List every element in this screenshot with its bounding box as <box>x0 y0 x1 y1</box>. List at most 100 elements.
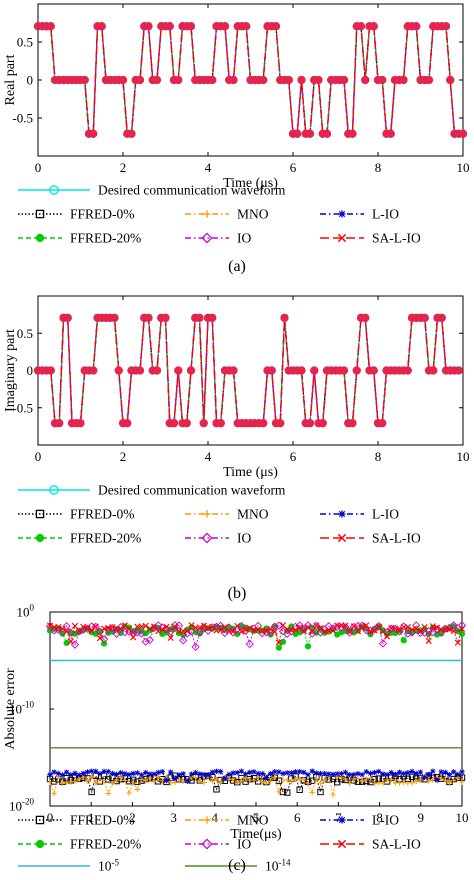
legend-label: FFRED-0% <box>70 813 135 828</box>
point-saio <box>369 22 378 31</box>
error-point <box>429 623 436 630</box>
error-point <box>217 768 224 775</box>
error-point <box>109 780 116 786</box>
error-point <box>105 790 111 797</box>
x-tick-label: 2 <box>120 449 127 464</box>
error-point <box>409 780 415 786</box>
error-point <box>380 771 386 777</box>
point-saio <box>305 419 315 428</box>
error-point <box>247 769 253 776</box>
error-point <box>46 622 54 629</box>
point-saio <box>420 313 429 322</box>
point-saio <box>378 419 387 428</box>
error-point <box>63 628 70 635</box>
point-saio <box>174 75 183 85</box>
legend-label: IO <box>237 837 251 852</box>
x-axis-label: Time (μs) <box>223 465 278 480</box>
point-saio <box>305 129 315 138</box>
point-saio <box>208 313 217 322</box>
error-line <box>49 770 463 783</box>
error-point <box>301 769 307 775</box>
error-point <box>438 769 444 775</box>
y-axis-label: Imaginary part <box>3 329 18 412</box>
error-point <box>317 780 324 786</box>
error-point <box>326 771 332 777</box>
y-tick-exponent: -10 <box>22 700 34 710</box>
point-saio <box>293 129 302 138</box>
point-saio <box>280 313 289 322</box>
error-point <box>130 634 137 641</box>
x-tick-label: 10 <box>457 449 470 464</box>
point-saio <box>314 75 323 85</box>
error-point <box>321 770 328 777</box>
error-point <box>196 624 203 631</box>
error-point <box>375 623 382 630</box>
error-point <box>296 624 303 631</box>
legend-item: MNO <box>185 507 269 522</box>
error-point <box>113 771 120 778</box>
x-tick-label: 8 <box>375 449 382 464</box>
point-saio <box>441 22 451 31</box>
point-saio <box>97 22 106 31</box>
point-saio <box>403 366 412 375</box>
error-point <box>284 770 290 776</box>
error-point <box>275 639 282 646</box>
error-point <box>184 778 191 784</box>
point-saio <box>110 313 119 322</box>
error-point <box>245 640 254 649</box>
point-saio <box>276 419 285 428</box>
error-point <box>251 777 257 783</box>
point-saio <box>127 129 136 138</box>
error-point <box>334 771 340 777</box>
error-point <box>396 780 403 786</box>
error-point <box>425 637 432 645</box>
y-tick-label: 100 <box>17 603 35 620</box>
error-point <box>155 628 162 635</box>
error-point <box>151 771 157 777</box>
error-point <box>433 624 441 631</box>
error-point <box>62 622 71 631</box>
error-point <box>80 770 86 776</box>
legend-marker <box>49 185 59 195</box>
error-point <box>309 789 315 796</box>
point-saio <box>429 366 438 375</box>
error-point <box>379 628 387 635</box>
legend-marker <box>201 838 213 850</box>
legend-marker <box>203 816 211 824</box>
error-point <box>147 771 153 777</box>
legend-item: IO <box>185 231 251 246</box>
point-saio <box>229 75 238 85</box>
legend-item: FFRED-0% <box>18 813 135 828</box>
error-point <box>280 770 286 777</box>
point-saio <box>458 129 468 138</box>
error-point <box>338 770 345 777</box>
error-point <box>222 775 228 782</box>
error-point <box>363 776 369 782</box>
legend-item: MNO <box>185 813 269 828</box>
error-point <box>317 788 324 796</box>
error-point <box>159 626 166 633</box>
error-point <box>125 624 133 631</box>
error-point <box>267 625 274 633</box>
point-saio <box>242 22 251 31</box>
legend-marker <box>337 233 347 243</box>
error-point <box>313 622 320 629</box>
error-point <box>55 624 62 631</box>
error-point <box>242 771 249 777</box>
error-point <box>288 770 295 776</box>
x-axis-label: Time (μs) <box>223 176 278 191</box>
error-point <box>101 768 107 775</box>
error-point <box>179 636 188 645</box>
legend-label: L-IO <box>372 207 399 222</box>
legend-label: Desired communication waveform <box>98 483 286 498</box>
error-point <box>84 769 91 775</box>
point-saio <box>169 419 179 428</box>
error-point <box>296 776 303 782</box>
error-point <box>346 780 353 787</box>
marker-layer <box>33 22 468 138</box>
error-point <box>126 790 132 796</box>
error-point <box>430 768 436 774</box>
point-saio <box>46 366 55 375</box>
error-point <box>75 627 84 636</box>
